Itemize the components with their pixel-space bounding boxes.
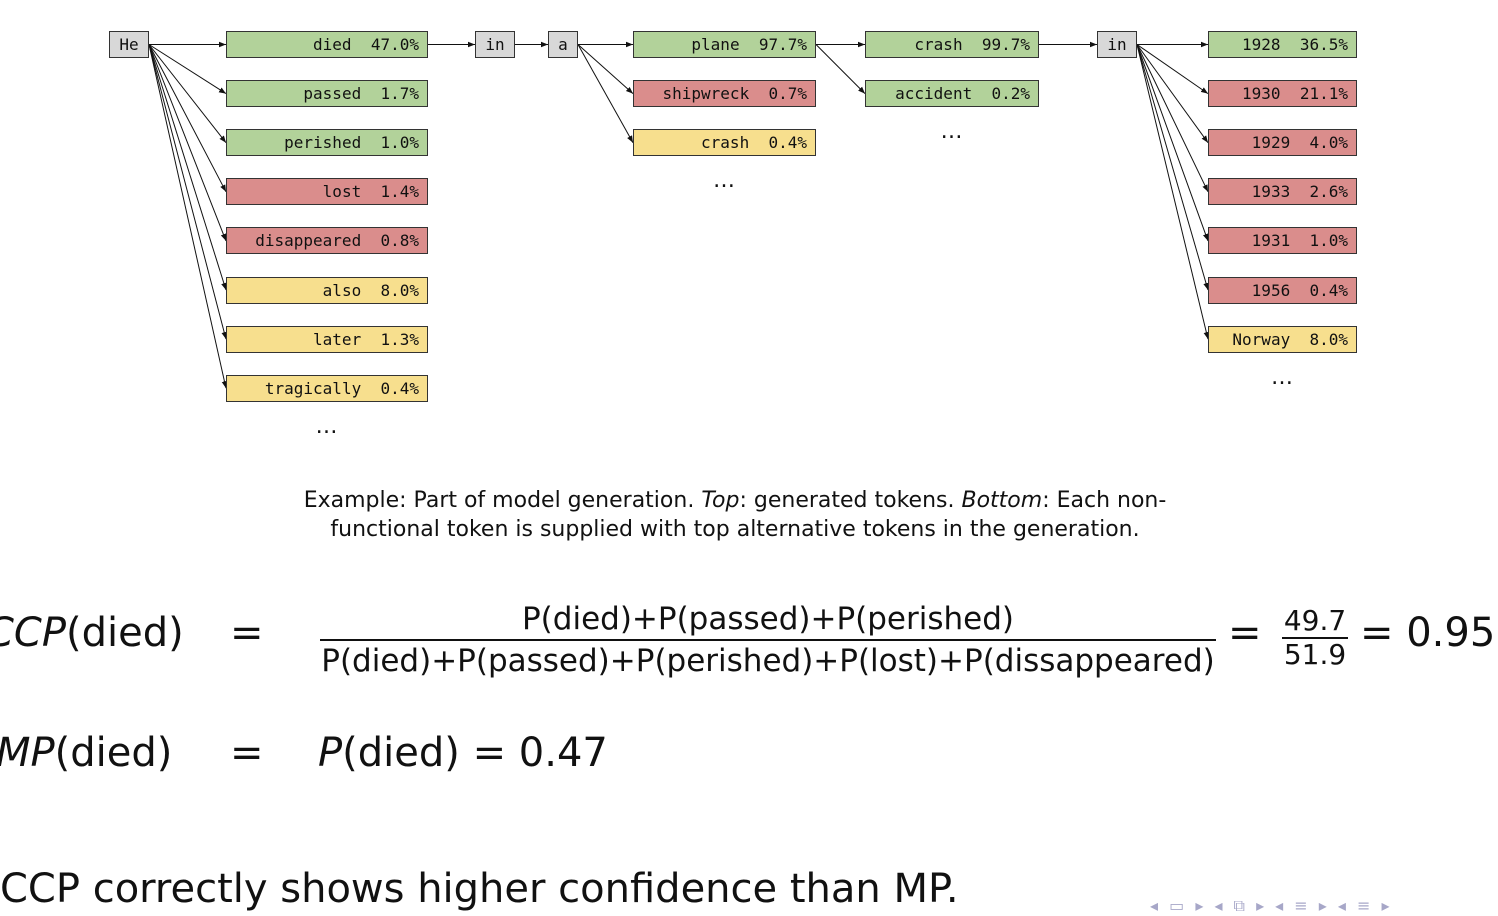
ccp-ratio-den: 51.9 <box>1283 638 1347 671</box>
ccp-ratio-num: 49.7 <box>1283 604 1347 637</box>
context-token-he: He <box>109 31 149 58</box>
ellipsis-after-a: … <box>713 168 736 194</box>
alt-token-1928: 1928 36.5% <box>1208 31 1357 58</box>
mp-rhs: P(died) = 0.47 <box>318 730 608 776</box>
ellipsis-after-he: … <box>315 413 339 439</box>
mp-equals: = <box>230 730 264 776</box>
alt-token-passed: passed 1.7% <box>226 80 428 107</box>
alt-token-died: died 47.0% <box>226 31 428 58</box>
edge-he-disappeared <box>148 44 227 242</box>
ellipsis-after-in: … <box>1271 364 1294 390</box>
caption-bottom-text: : Each non-functional token is supplied … <box>330 488 1167 542</box>
ellipsis-after-plane: … <box>940 119 964 145</box>
alt-token-accident: accident 0.2% <box>865 80 1039 107</box>
alt-token-lost: lost 1.4% <box>226 178 428 205</box>
alt-token-1931: 1931 1.0% <box>1208 227 1357 254</box>
conclusion-text: CCP correctly shows higher confidence th… <box>0 866 959 912</box>
ccp-fraction: P(died)+P(passed)+P(perished) P(died)+P(… <box>320 600 1216 680</box>
edge-he-tragically <box>148 44 228 389</box>
alt-token-shipwreck: shipwreck 0.7% <box>633 80 816 107</box>
ccp-lhs: CCP(died) <box>0 610 184 656</box>
edge-a-shipwreck <box>577 44 634 94</box>
alt-token-plane: plane 97.7% <box>633 31 816 58</box>
alt-token-also: also 8.0% <box>226 277 428 304</box>
ccp-result: = 0.95 <box>1360 610 1496 656</box>
alt-token-tragically: tragically 0.4% <box>226 375 428 402</box>
slide-navigation[interactable]: ◂ ▭ ▸ ◂ ⧉ ▸ ◂ ≡ ▸ ◂ ≡ ▸ <box>1150 896 1393 915</box>
edge-plane-accident <box>815 44 866 94</box>
ccp-equals: = <box>230 610 264 656</box>
edge-in2-norway <box>1136 44 1210 340</box>
alt-token-crash: crash 0.4% <box>633 129 816 156</box>
alt-token-1930: 1930 21.1% <box>1208 80 1357 107</box>
edge-in2-1931 <box>1136 44 1209 242</box>
edge-in2-1930 <box>1136 44 1209 95</box>
ccp-denominator: P(died)+P(passed)+P(perished)+P(lost)+P(… <box>321 643 1215 679</box>
context-token-in1: in <box>475 31 515 58</box>
ccp-equals-2: = <box>1228 610 1262 656</box>
ccp-numerator: P(died)+P(passed)+P(perished) <box>521 601 1015 637</box>
edge-in2-1956 <box>1136 44 1209 291</box>
edge-in2-1933 <box>1136 44 1209 193</box>
edge-a-crash <box>577 44 634 143</box>
edge-in2-1929 <box>1136 44 1209 143</box>
caption-top-text: : generated tokens. <box>739 488 955 513</box>
edge-he-also <box>148 44 227 291</box>
mp-lhs: MP(died) <box>0 730 173 776</box>
alt-token-1929: 1929 4.0% <box>1208 129 1357 156</box>
figure-caption: Example: Part of model generation. Top: … <box>250 486 1220 544</box>
alt-token-later: later 1.3% <box>226 326 428 353</box>
alt-token-1956: 1956 0.4% <box>1208 277 1357 304</box>
caption-top-label: Top <box>701 488 740 513</box>
context-token-a: a <box>548 31 578 58</box>
caption-bottom-label: Bottom <box>961 488 1043 513</box>
edge-he-later <box>148 44 227 340</box>
context-token-in2: in <box>1097 31 1137 58</box>
edge-he-perished <box>148 44 227 144</box>
edge-he-lost <box>148 44 227 193</box>
edge-he-passed <box>148 44 227 95</box>
alt-token-norway: Norway 8.0% <box>1208 326 1357 353</box>
alt-token-disappeared: disappeared 0.8% <box>226 227 428 254</box>
alt-token-crash: crash 99.7% <box>865 31 1039 58</box>
alt-token-1933: 1933 2.6% <box>1208 178 1357 205</box>
token-tree-diagram <box>148 41 1210 389</box>
alt-token-perished: perished 1.0% <box>226 129 428 156</box>
ccp-ratio: 49.7 51.9 <box>1282 606 1348 670</box>
caption-intro: Example: Part of model generation. <box>303 488 695 513</box>
